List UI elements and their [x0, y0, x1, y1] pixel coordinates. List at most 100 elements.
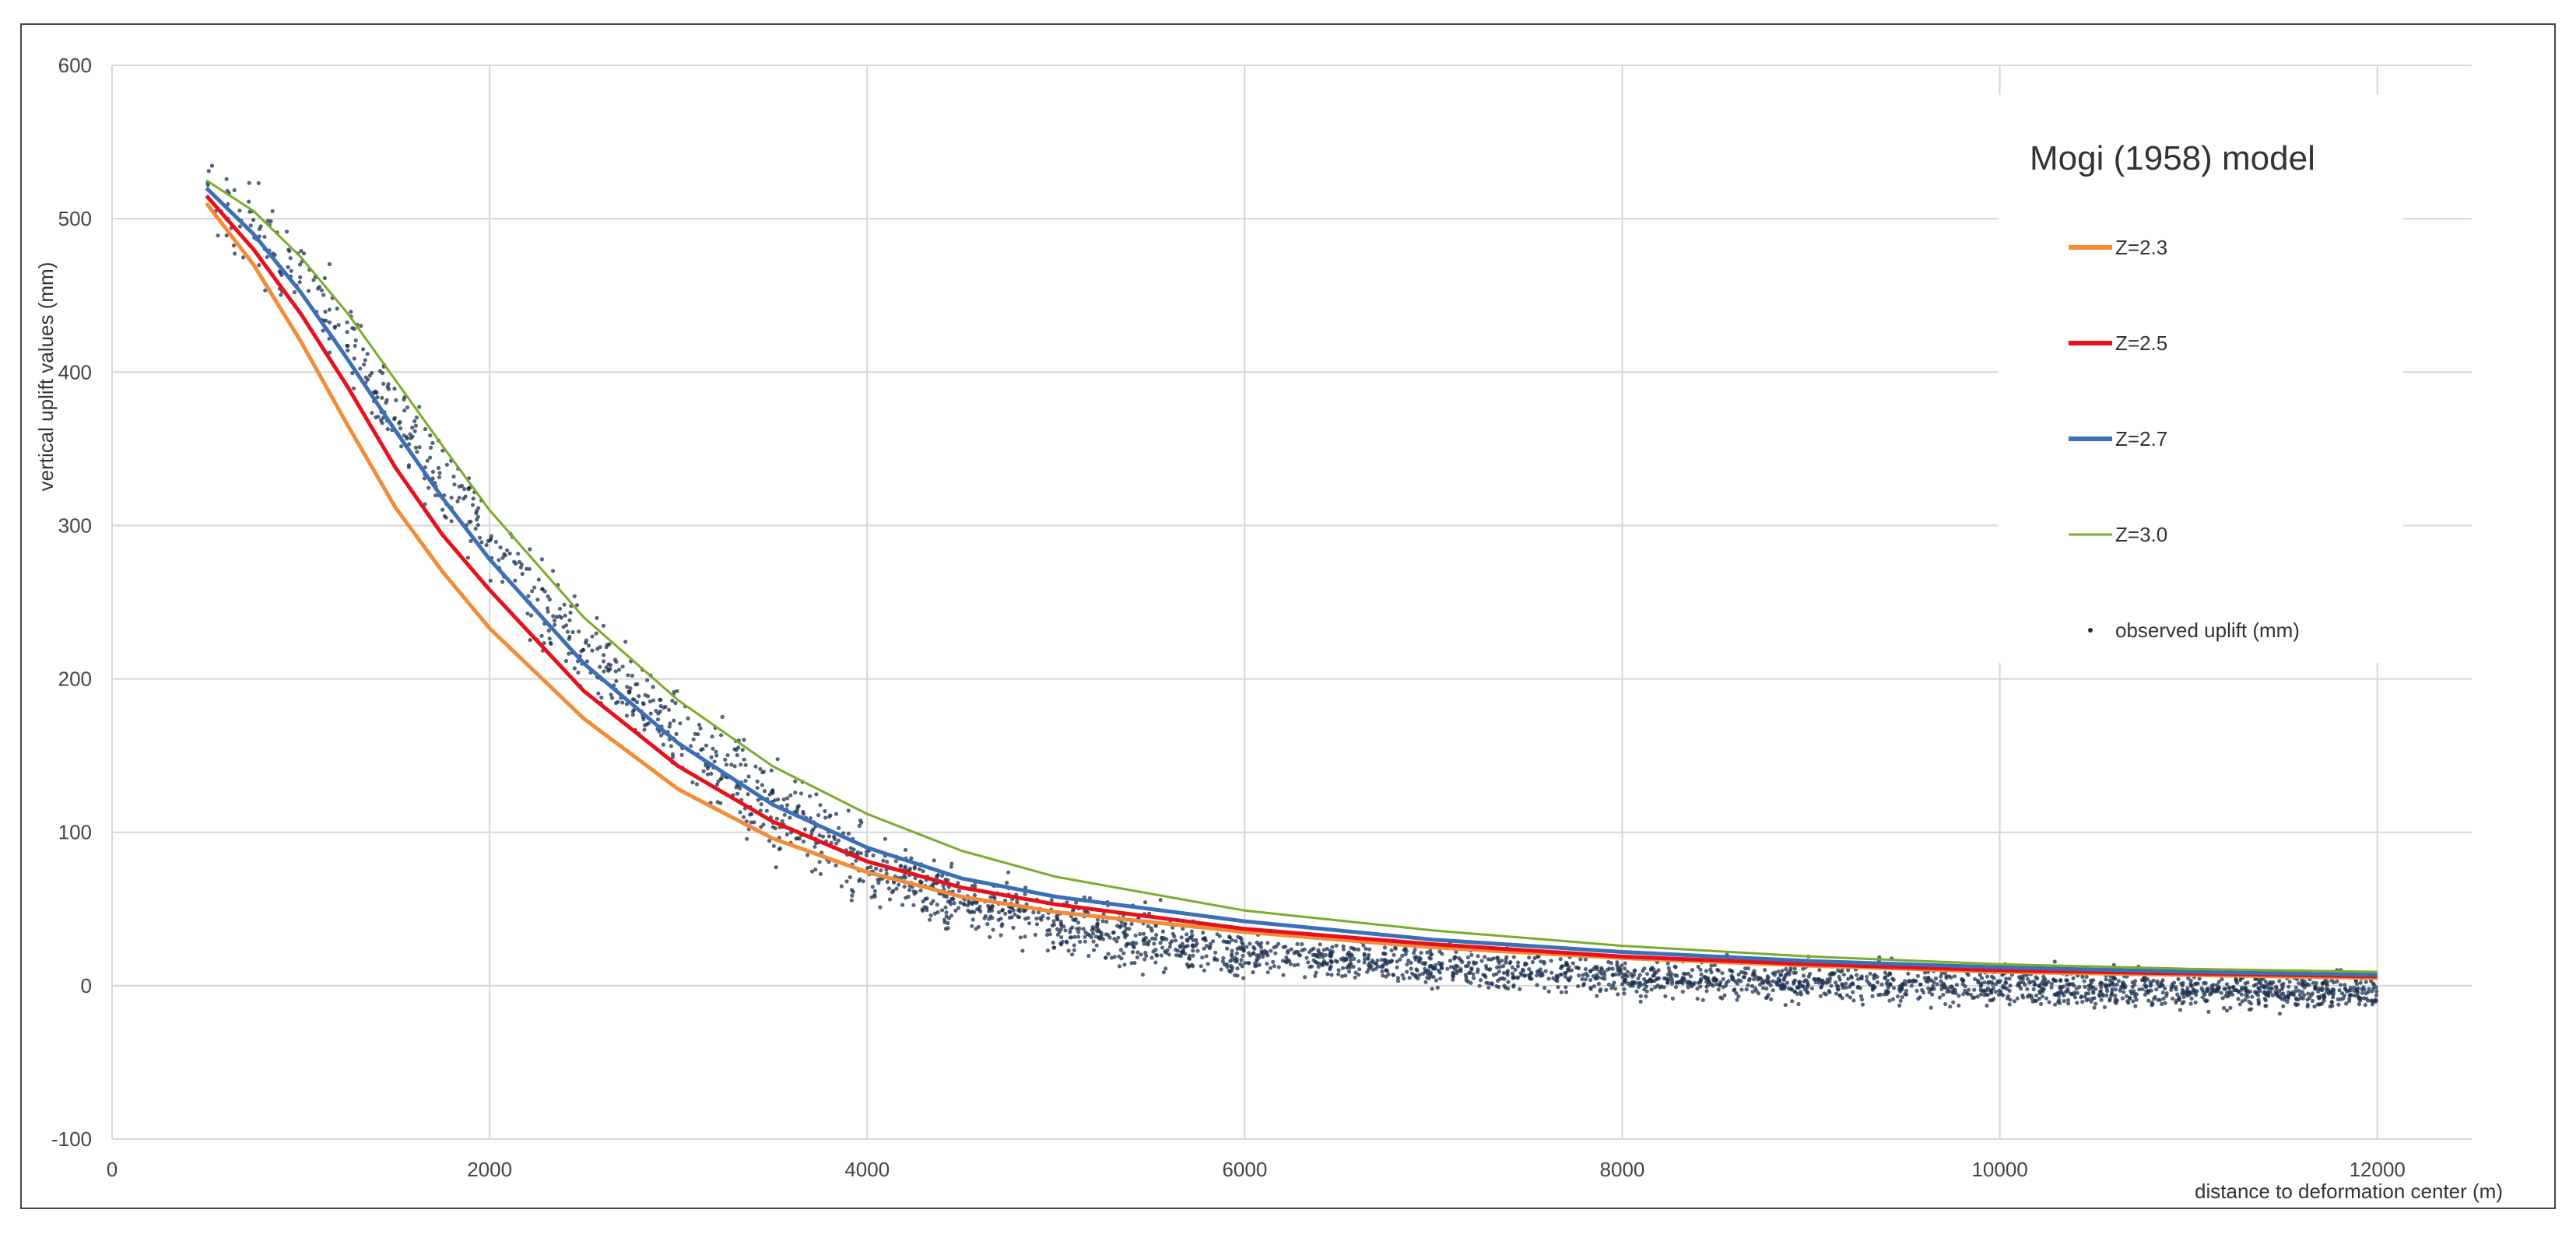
observed-point: [406, 463, 412, 468]
observed-point: [1827, 980, 1832, 984]
observed-point: [1119, 920, 1124, 925]
observed-point: [2082, 979, 2086, 983]
observed-point: [1146, 924, 1150, 928]
observed-point: [279, 293, 283, 297]
observed-point: [642, 727, 647, 732]
observed-point: [2099, 997, 2104, 1002]
observed-point: [1666, 966, 1671, 970]
observed-point: [1819, 985, 1823, 990]
observed-point: [1074, 900, 1079, 905]
observed-point: [1827, 988, 1831, 994]
observed-point: [1011, 925, 1016, 930]
observed-point: [2264, 1004, 2269, 1008]
observed-point: [1928, 1005, 1933, 1010]
observed-point: [1086, 953, 1091, 959]
observed-point: [1887, 998, 1892, 1003]
observed-point: [943, 905, 948, 910]
observed-point: [1783, 1003, 1788, 1008]
observed-point: [1240, 940, 1244, 945]
legend: Mogi (1958) model Z=2.3Z=2.5Z=2.7Z=3.0ob…: [1999, 95, 2403, 663]
observed-point: [2154, 987, 2159, 992]
observed-point: [1501, 964, 1506, 969]
observed-point: [872, 894, 877, 899]
observed-point: [802, 839, 806, 844]
observed-point: [1135, 950, 1140, 955]
observed-point: [1898, 998, 1903, 1003]
observed-point: [2089, 980, 2093, 985]
observed-point: [1013, 912, 1017, 917]
observed-point: [1011, 908, 1016, 913]
observed-point: [2057, 997, 2062, 1002]
observed-point: [1179, 935, 1184, 940]
observed-point: [1957, 1003, 1961, 1008]
observed-point: [1366, 956, 1370, 961]
observed-point: [1795, 991, 1799, 996]
observed-point: [941, 884, 946, 889]
observed-point: [423, 465, 427, 470]
observed-point: [1904, 988, 1908, 994]
observed-point: [2049, 985, 2054, 990]
observed-point: [1644, 984, 1649, 989]
observed-point: [1504, 960, 1508, 965]
observed-point: [488, 538, 493, 543]
observed-point: [1289, 947, 1293, 952]
observed-point: [1158, 941, 1163, 945]
observed-point: [1744, 987, 1749, 992]
observed-point: [609, 692, 613, 697]
observed-point: [1720, 996, 1725, 1001]
observed-point: [399, 444, 404, 449]
observed-point: [1149, 955, 1154, 960]
observed-point: [2234, 977, 2238, 982]
observed-point: [1712, 979, 1717, 983]
observed-point: [990, 916, 995, 920]
observed-point: [1964, 990, 1969, 995]
observed-point: [2072, 995, 2078, 1000]
observed-point: [525, 611, 530, 616]
observed-point: [1435, 985, 1440, 990]
observed-point: [2004, 976, 2009, 981]
observed-point: [604, 665, 609, 670]
observed-point: [904, 896, 908, 900]
observed-point: [2058, 1001, 2062, 1005]
observed-point: [1090, 931, 1096, 936]
observed-point: [705, 772, 711, 777]
observed-point: [1844, 985, 1848, 990]
observed-point: [771, 843, 777, 848]
observed-point: [1107, 935, 1112, 940]
observed-point: [767, 839, 772, 843]
observed-point: [1620, 963, 1624, 968]
observed-point: [1695, 987, 1700, 991]
observed-point: [437, 471, 442, 475]
observed-point: [949, 902, 953, 906]
observed-point: [1584, 971, 1588, 976]
observed-point: [2343, 983, 2347, 987]
observed-point: [2204, 989, 2209, 994]
observed-point: [2158, 997, 2163, 1002]
observed-point: [956, 889, 961, 893]
observed-point: [1439, 962, 1444, 967]
observed-point: [871, 853, 876, 858]
observed-point: [2058, 978, 2063, 983]
observed-point: [2263, 979, 2268, 983]
observed-point: [2300, 983, 2304, 987]
observed-point: [574, 603, 580, 608]
observed-point: [1797, 985, 1802, 990]
observed-point: [602, 653, 606, 657]
observed-point: [1232, 973, 1237, 977]
observed-point: [1202, 936, 1207, 941]
observed-point: [2321, 980, 2326, 985]
observed-point: [1930, 992, 1935, 997]
observed-point: [1241, 953, 1245, 958]
observed-point: [1448, 959, 1452, 963]
observed-point: [2336, 1002, 2341, 1007]
observed-point: [1943, 1001, 1948, 1007]
observed-point: [1070, 952, 1075, 957]
observed-point: [1742, 970, 1746, 975]
observed-point: [2336, 997, 2340, 1001]
observed-point: [1665, 979, 1670, 983]
observed-point: [1681, 971, 1686, 976]
observed-point: [1786, 986, 1791, 991]
observed-point: [2357, 995, 2362, 1000]
observed-point: [2093, 1001, 2098, 1006]
observed-point: [1286, 948, 1290, 953]
